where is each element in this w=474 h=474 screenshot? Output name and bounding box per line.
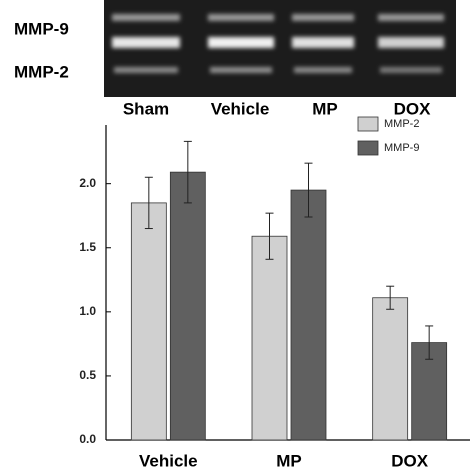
legend-swatch bbox=[357, 140, 379, 156]
bar bbox=[169, 171, 206, 441]
y-tick-label: 2.0 bbox=[79, 176, 96, 190]
error-bar bbox=[144, 176, 153, 230]
error-bar bbox=[183, 140, 192, 204]
y-tick-label: 1.5 bbox=[79, 240, 96, 254]
bar bbox=[251, 235, 288, 441]
gel-image bbox=[104, 0, 456, 97]
gel-row-label: MMP-9 bbox=[14, 19, 69, 38]
bar bbox=[372, 297, 409, 441]
y-tick-label: 1.0 bbox=[79, 304, 96, 318]
gel-lane-label: MP bbox=[312, 99, 338, 118]
y-tick-label: 0.5 bbox=[79, 368, 96, 382]
error-bar bbox=[386, 285, 395, 310]
legend-label: MMP-9 bbox=[384, 142, 419, 154]
error-bar bbox=[425, 325, 434, 360]
legend-label: MMP-2 bbox=[384, 118, 419, 130]
gel-lane-label: Sham bbox=[123, 99, 169, 118]
bar bbox=[130, 202, 167, 441]
y-tick-label: 0.0 bbox=[79, 432, 96, 446]
x-tick-label: DOX bbox=[391, 451, 429, 470]
gel-lane-label: DOX bbox=[394, 99, 432, 118]
gel-lane-label: Vehicle bbox=[211, 99, 270, 118]
gel-row-label: MMP-2 bbox=[14, 62, 69, 81]
error-bar bbox=[304, 162, 313, 218]
error-bar bbox=[265, 212, 274, 260]
x-tick-label: MP bbox=[276, 451, 302, 470]
bar bbox=[290, 189, 327, 441]
x-tick-label: Vehicle bbox=[139, 451, 198, 470]
legend-swatch bbox=[357, 116, 379, 132]
